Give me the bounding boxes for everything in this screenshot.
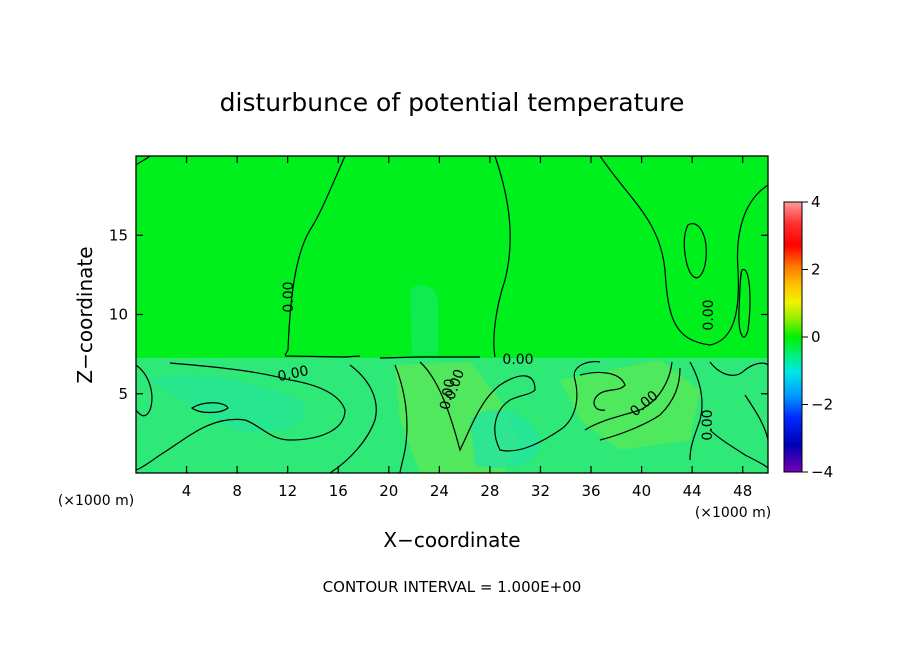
x-tick-label: 36 <box>581 482 600 500</box>
plot-area: 0.00 0.00 0.00 0.00 0.00 0.00 0.00 0.00 <box>136 156 768 473</box>
contour-line <box>599 156 768 346</box>
upper-field <box>136 156 768 360</box>
contour-label: 0.00 <box>701 299 717 330</box>
x-tick-label: 16 <box>329 482 348 500</box>
z-unit-label: (×1000 m) <box>58 493 134 509</box>
contour-line <box>379 356 480 359</box>
contour-label: 0.00 <box>700 409 716 440</box>
contour-label: 0.00 <box>276 363 310 385</box>
contour-label: 0.00 <box>281 281 297 312</box>
y-tick-label: 15 <box>109 226 128 244</box>
y-tick-label: 5 <box>118 385 128 403</box>
contour-line <box>419 360 601 452</box>
contour-line <box>394 364 408 473</box>
contour-line <box>136 364 153 417</box>
x-tick-label: 28 <box>480 482 499 500</box>
x-tick-label: 44 <box>683 482 702 500</box>
contour-line <box>709 429 768 469</box>
x-tick-label: 8 <box>232 482 242 500</box>
contour-line <box>493 156 511 358</box>
colorbar-tick-label: 4 <box>811 193 821 211</box>
x-axis: 4 8 12 16 20 24 28 32 36 40 44 48 <box>182 156 752 500</box>
contour-line <box>579 371 626 411</box>
chart-title: disturbunce of potential temperature <box>220 88 685 117</box>
x-tick-label: 20 <box>379 482 398 500</box>
x-tick-label: 40 <box>632 482 651 500</box>
x-axis-label: X−coordinate <box>383 528 520 552</box>
x-tick-label: 32 <box>531 482 550 500</box>
contour-line <box>284 355 361 358</box>
contour-interval-note: CONTOUR INTERVAL = 1.000E+00 <box>323 578 582 596</box>
colorbar-tick-label: −4 <box>811 463 833 481</box>
contour-line <box>190 402 229 414</box>
x-tick-label: 48 <box>733 482 752 500</box>
colorbar-ramp <box>783 201 803 473</box>
contour-line <box>689 361 703 461</box>
contour-line <box>599 367 681 441</box>
y-tick-label: 10 <box>109 306 128 324</box>
contour-line <box>744 394 768 441</box>
contour-line <box>136 156 151 166</box>
colorbar-ticks: 4 2 0 −2 −4 <box>802 193 833 481</box>
contour-lines <box>136 156 768 473</box>
colorbar-tick-label: 2 <box>811 261 821 279</box>
contour-line <box>738 269 751 338</box>
contour-line <box>136 362 346 471</box>
colorbar-tick-label: 0 <box>811 328 821 346</box>
y-axis-label: Z−coordinate <box>73 246 97 383</box>
contour-line <box>683 223 707 279</box>
contour-line <box>709 361 768 376</box>
colorbar: 4 2 0 −2 −4 <box>783 193 833 481</box>
contour-line <box>329 364 377 473</box>
colorbar-tick-label: −2 <box>811 396 833 414</box>
contour-label: 0.00 <box>502 352 533 368</box>
x-tick-label: 4 <box>182 482 192 500</box>
contour-line <box>584 361 673 431</box>
cool-patch <box>150 374 306 433</box>
cool-patch <box>410 284 438 355</box>
cool-patch <box>470 409 541 468</box>
x-tick-label: 12 <box>278 482 297 500</box>
x-tick-label: 24 <box>430 482 449 500</box>
x-unit-label: (×1000 m) <box>695 505 771 521</box>
contour-label: 0.00 <box>437 378 458 411</box>
warm-patch <box>560 360 700 450</box>
contour-line <box>284 156 346 356</box>
y-axis: 5 10 15 <box>109 226 768 403</box>
